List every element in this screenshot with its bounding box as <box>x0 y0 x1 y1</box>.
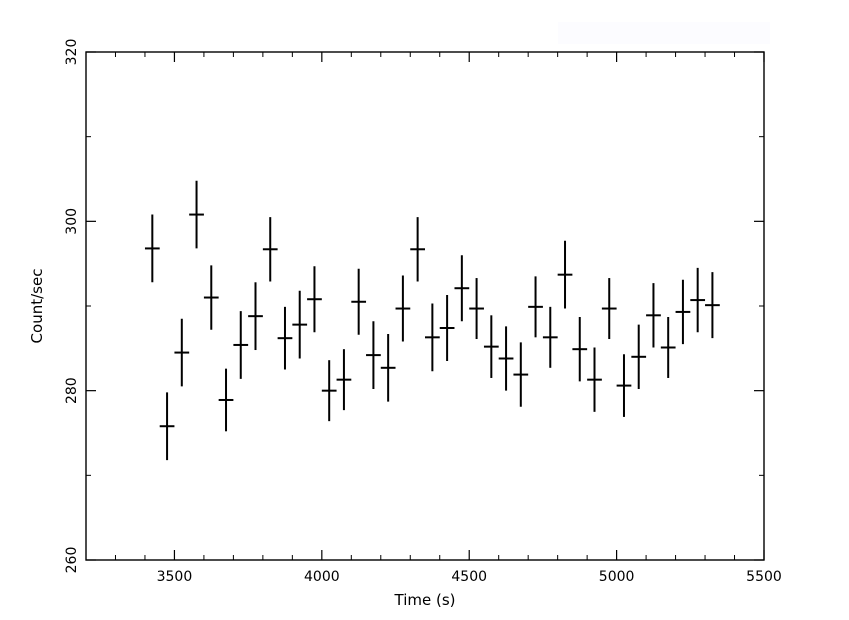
data-point <box>469 278 484 340</box>
plot-frame <box>85 51 765 561</box>
data-points <box>144 180 720 461</box>
data-point <box>690 267 706 333</box>
data-point <box>233 311 249 379</box>
legend-placeholder-area <box>558 22 770 44</box>
data-point <box>321 360 337 422</box>
data-point <box>307 266 322 333</box>
tick-labels: 3500 4000 4500 5000 5500 260 280 300 320 <box>64 39 782 585</box>
data-point <box>513 342 529 407</box>
data-point <box>203 265 219 330</box>
data-point <box>174 318 190 387</box>
data-point <box>366 321 381 389</box>
y-tick-label: 300 <box>64 208 80 235</box>
data-point <box>395 275 411 342</box>
x-tick-label: 5000 <box>599 569 635 585</box>
data-point <box>498 326 514 391</box>
data-point <box>425 303 440 372</box>
data-point <box>646 283 661 348</box>
data-point <box>336 349 352 411</box>
data-point <box>159 392 175 461</box>
data-point <box>410 217 425 282</box>
data-point <box>189 180 204 249</box>
data-point <box>483 315 499 378</box>
data-point <box>144 214 160 283</box>
data-point <box>587 347 602 412</box>
data-point <box>262 217 278 282</box>
data-point <box>675 279 691 345</box>
data-point <box>660 317 676 378</box>
x-axis-label: Time (s) <box>394 591 456 609</box>
data-point <box>705 272 720 339</box>
data-point <box>380 333 396 402</box>
data-point <box>292 290 308 359</box>
x-tick-label: 4000 <box>304 569 340 585</box>
x-tick-label: 5500 <box>746 569 782 585</box>
x-tick-label: 3500 <box>157 569 193 585</box>
data-point <box>454 255 470 322</box>
data-point <box>218 368 234 432</box>
data-point <box>351 268 367 335</box>
data-point <box>277 306 293 370</box>
data-point <box>542 306 558 368</box>
y-tick-label: 280 <box>64 377 80 404</box>
data-point <box>572 317 588 382</box>
data-point <box>631 324 647 389</box>
y-tick-label: 260 <box>64 547 80 574</box>
x-tick-label: 4500 <box>451 569 487 585</box>
data-point <box>248 282 263 351</box>
y-axis-label: Count/sec <box>28 269 46 344</box>
major-ticks <box>86 51 765 561</box>
data-point <box>439 294 455 362</box>
data-point <box>616 354 632 417</box>
minor-ticks <box>85 52 764 560</box>
data-point <box>528 276 543 338</box>
data-point <box>557 240 573 309</box>
data-point <box>601 278 617 340</box>
y-tick-label: 320 <box>64 39 80 66</box>
